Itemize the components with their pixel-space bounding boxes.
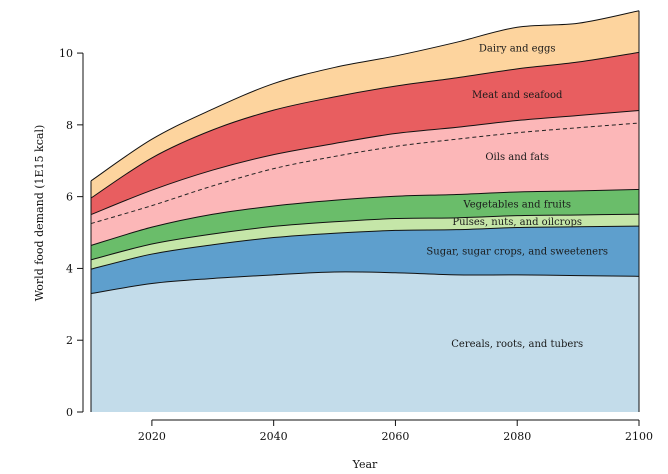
band-label-sugar-sugar-crops-and-sweeteners: Sugar, sugar crops, and sweeteners [426,247,608,258]
band-label-cereals-roots-and-tubers: Cereals, roots, and tubers [451,339,583,350]
y-tick-label-10: 10 [59,47,73,60]
x-axis-title: Year [352,458,378,471]
x-tick-label-2020: 2020 [138,430,166,443]
y-tick-label-4: 4 [66,262,73,275]
band-label-pulses-nuts-and-oilcrops: Pulses, nuts, and oilcrops [452,217,582,228]
x-tick-label-2040: 2040 [260,430,288,443]
y-tick-label-2: 2 [66,334,73,347]
y-tick-label-6: 6 [66,191,73,204]
x-tick-label-2100: 2100 [625,430,653,443]
band-label-meat-and-seafood: Meat and seafood [472,90,563,101]
band-label-dairy-and-eggs: Dairy and eggs [479,44,556,55]
y-tick-label-8: 8 [66,119,73,132]
x-tick-label-2080: 2080 [503,430,531,443]
band-label-oils-and-fats: Oils and fats [485,152,549,163]
y-tick-label-0: 0 [66,406,73,419]
band-label-vegetables-and-fruits: Vegetables and fruits [462,199,571,210]
x-tick-label-2060: 2060 [381,430,409,443]
y-axis-title: World food demand (1E15 kcal) [33,125,46,302]
